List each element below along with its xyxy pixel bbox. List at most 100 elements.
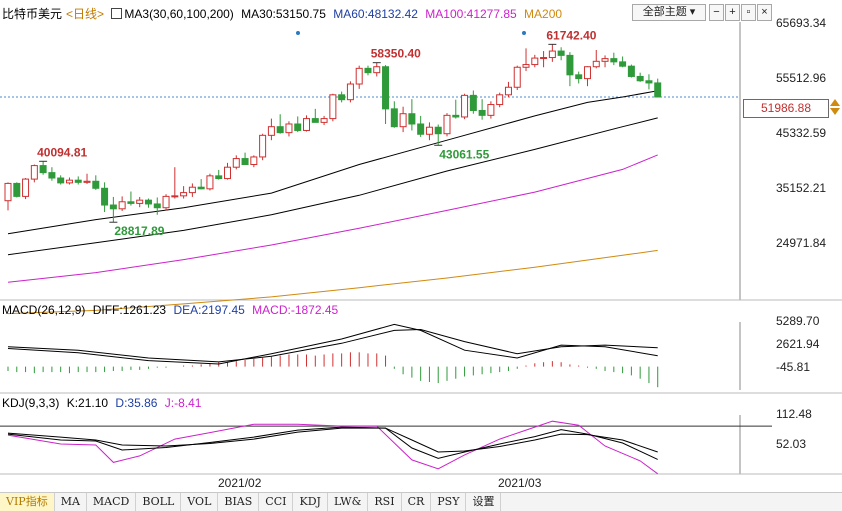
candle-body [39,165,47,174]
window-icon: ▫ [746,6,751,18]
candle-body [373,66,381,74]
candle-body [636,75,644,82]
indicator-tab-bar: VIP指标 MA MACD BOLL VOL BIAS CCI KDJ LW& … [0,492,842,511]
candle-body [153,203,161,209]
candle-body [425,126,433,135]
candle-body [101,187,109,206]
current-price-tag: 51986.88 [743,99,829,118]
ma-label: MA3(30,60,100,200) [124,7,234,21]
candle-body [215,175,223,180]
tab-rsi[interactable]: RSI [368,493,402,511]
candle-body [241,158,249,166]
candle-body [30,165,38,180]
candle-body [504,86,512,96]
candle-body [48,172,56,179]
candle-body [548,50,556,59]
candle-body [224,166,231,180]
candle-body [583,66,591,80]
macd-value-label: MACD:-1872.45 [252,303,339,317]
candle-body [645,80,653,84]
price-tick-label: 65693.34 [776,16,826,30]
j-line [7,420,658,475]
d-line [7,427,658,453]
candle-body [487,104,495,116]
chart-title: 比特币美元 [2,7,63,21]
candle-body [320,118,328,123]
close-button[interactable]: × [757,4,772,21]
x-axis-label: 2021/03 [498,476,542,490]
dea-label: DEA:2197.45 [173,303,245,317]
candle-body [575,74,583,80]
tab-vol[interactable]: VOL [181,493,219,511]
candle-body [346,83,354,101]
candle-body [592,60,600,68]
candle-body [303,118,311,131]
macd-label: MACD(26,12,9) [2,303,86,317]
candle-body [364,67,372,74]
candle-body [188,186,196,194]
price-tick-label: 35152.21 [776,181,826,195]
ma-indicator-icon [111,8,123,19]
candle-body [443,114,451,135]
tab-kdj[interactable]: KDJ [293,493,328,511]
kdj-header: KDJ(9,3,3) K:21.10 D:35.86 J:-8.41 [2,396,205,410]
candle-body [417,123,425,135]
ma60-label: MA60:48132.42 [333,7,418,21]
tab-boll[interactable]: BOLL [136,493,182,511]
tab-psy[interactable]: PSY [431,493,467,511]
current-price-value: 51986.88 [760,101,812,115]
tab-vip[interactable]: VIP指标 [0,493,55,511]
candle-body [355,67,363,85]
candle-body [259,134,267,158]
diff-line [7,323,658,365]
candle-body [13,182,21,197]
tab-ma[interactable]: MA [55,493,87,511]
candle-body [232,158,240,168]
annotation-label: 61742.40 [546,28,596,42]
candle-body [250,156,258,166]
close-icon: × [761,6,768,18]
kdj-tick-label: 52.03 [776,437,806,451]
k-label: K:21.10 [66,396,109,410]
candle-body [513,66,521,88]
event-marker [296,31,300,35]
candle-body [171,195,179,198]
annotation-label: 28817.89 [114,224,164,238]
candle-body [206,175,214,190]
tab-bias[interactable]: BIAS [218,493,260,511]
dea-line [7,328,658,363]
tab-macd[interactable]: MACD [87,493,137,511]
theme-select[interactable]: 全部主题 ▾ [632,4,706,21]
theme-select-label: 全部主题 [642,6,687,18]
tab-cci[interactable]: CCI [259,493,294,511]
macd-tick-label: 5289.70 [776,314,820,328]
candle-body [118,201,126,210]
candle-body [329,94,337,120]
candle-body [144,199,152,205]
candle-body [540,57,548,60]
tab-settings[interactable]: 设置 [466,493,502,511]
annotation-label: 40094.81 [37,145,87,159]
candle-body [531,57,539,66]
ma60-line [7,117,658,256]
candle-body [338,94,346,101]
candle-body [127,201,135,204]
candle-body [276,126,284,134]
candle-body [390,108,398,128]
candle-body [22,178,30,197]
price-tick-label: 55512.96 [776,71,826,85]
window-button[interactable]: ▫ [741,4,756,21]
tab-cr[interactable]: CR [402,493,432,511]
k-line [7,426,658,460]
j-label: J:-8.41 [164,396,202,410]
candle-body [285,123,293,134]
period-label[interactable]: <日线> [66,7,105,21]
tab-lw[interactable]: LW& [328,493,369,511]
minus-button[interactable]: − [709,4,724,21]
macd-header: MACD(26,12,9) DIFF:1261.23 DEA:2197.45 M… [2,303,342,317]
plus-button[interactable]: + [725,4,740,21]
main-header: 比特币美元 <日线> MA3(30,60,100,200) MA30:53150.… [2,5,566,22]
x-axis-label: 2021/02 [218,476,262,490]
kdj-tick-label: 112.48 [776,407,812,421]
